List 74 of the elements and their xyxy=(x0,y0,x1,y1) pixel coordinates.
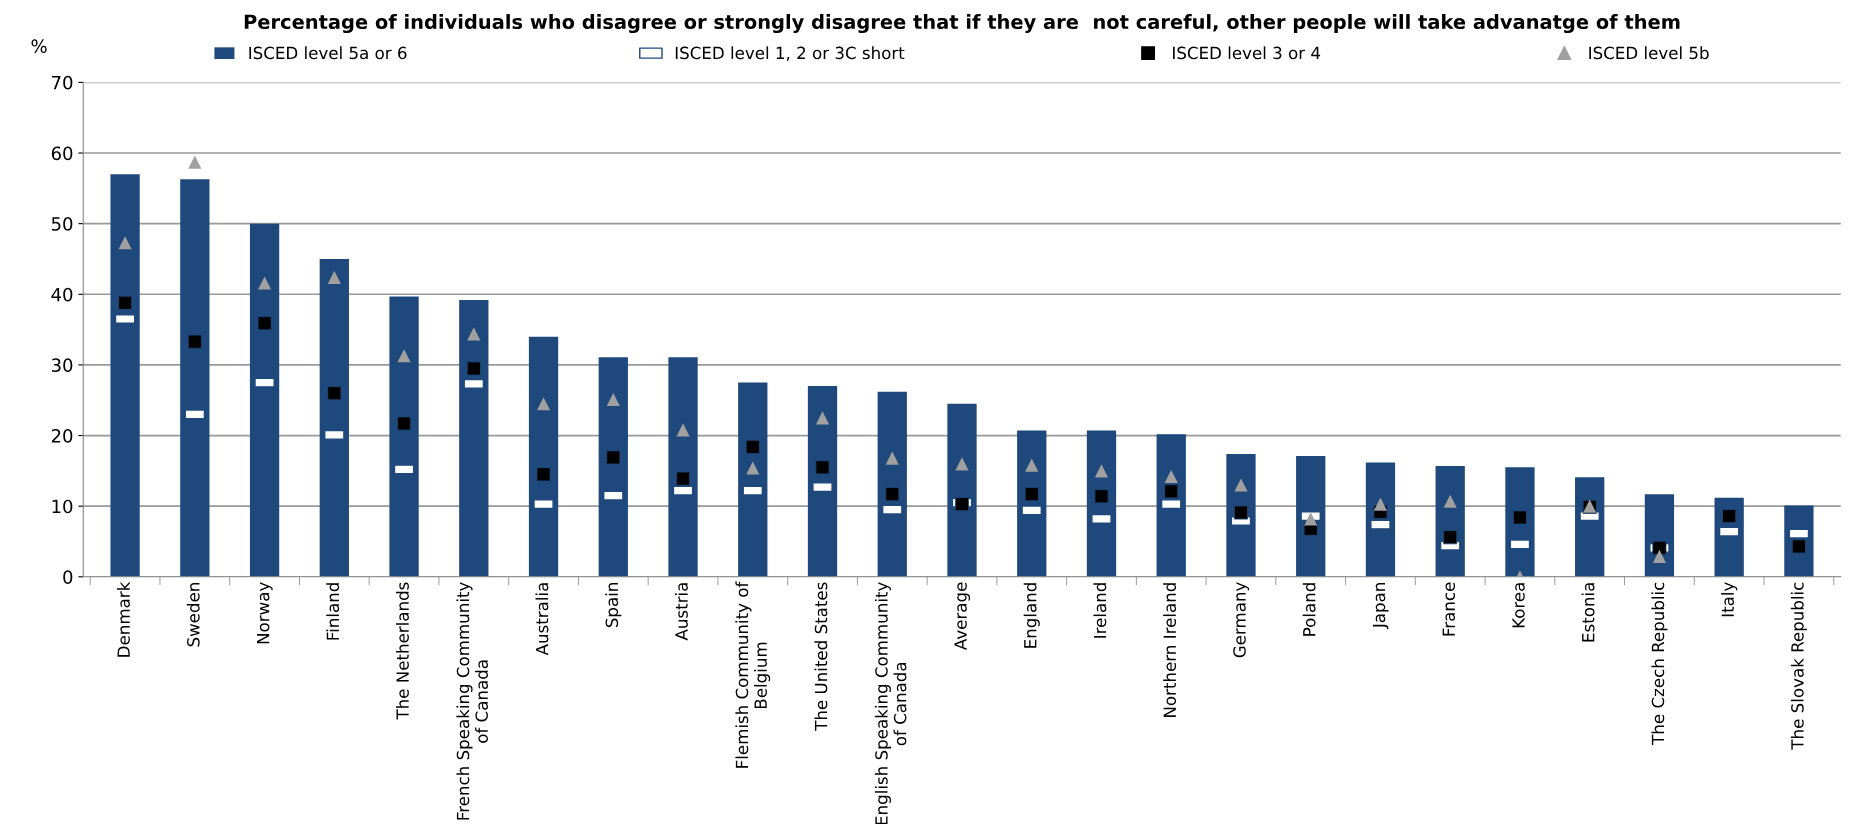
y-tick-label: 20 xyxy=(51,429,73,443)
point xyxy=(1164,469,1178,484)
point xyxy=(606,392,620,407)
y-tick-label: 70 xyxy=(52,75,73,90)
point xyxy=(885,451,899,465)
y-tick-label: 60 xyxy=(51,146,73,161)
legend-label: ISCED level 5a or 6 xyxy=(249,46,407,60)
point xyxy=(746,461,760,475)
point xyxy=(676,423,690,437)
x-tick-label: The Slovak Republic xyxy=(1790,582,1807,750)
x-tick-label: Norway xyxy=(257,582,273,644)
x-tick-label: Average xyxy=(954,582,971,650)
x-tick-label: Germany xyxy=(1233,582,1250,658)
x-tick-label: Austria xyxy=(674,583,688,641)
point xyxy=(118,236,132,250)
bar xyxy=(738,382,768,577)
x-tick-label: English Speaking Community of Canada xyxy=(874,582,907,824)
point xyxy=(1234,478,1248,492)
bar xyxy=(807,386,838,577)
point xyxy=(955,457,969,471)
bar xyxy=(389,296,419,577)
bar xyxy=(1226,453,1256,577)
legend-label: ISCED level 1, 2 or 3C short xyxy=(675,46,905,61)
point xyxy=(467,327,481,341)
point xyxy=(1304,512,1318,526)
bar xyxy=(877,391,907,577)
point xyxy=(188,155,202,169)
bar xyxy=(598,357,628,577)
x-tick-label: Poland xyxy=(1302,583,1316,636)
x-tick-label: Ireland xyxy=(1093,583,1107,638)
x-tick-label: England xyxy=(1023,583,1040,648)
x-tick-label: The United States xyxy=(814,582,828,731)
point xyxy=(327,270,341,284)
bar xyxy=(249,223,280,577)
bar xyxy=(319,258,349,577)
x-tick-label: Korea xyxy=(1512,583,1525,628)
bar xyxy=(180,179,210,577)
x-tick-label: Spain xyxy=(605,583,622,628)
x-tick-label: France xyxy=(1442,582,1456,636)
y-tick-label: 0 xyxy=(63,570,73,584)
bar xyxy=(110,174,140,577)
point xyxy=(1652,549,1667,563)
x-tick-label: Flemish Community of Belgium xyxy=(735,581,771,768)
bar xyxy=(947,403,977,577)
bar xyxy=(459,299,489,577)
y-tick-label: 30 xyxy=(51,358,73,373)
point xyxy=(1025,458,1039,472)
x-tick-label: Japan xyxy=(1372,583,1389,630)
point xyxy=(1443,494,1457,508)
x-tick-label: Estonia xyxy=(1581,583,1595,642)
x-tick-label: Denmark xyxy=(117,581,130,657)
point xyxy=(397,349,411,363)
point xyxy=(1094,464,1109,478)
x-tick-label: The Netherlands xyxy=(396,582,409,720)
point xyxy=(257,276,272,290)
y-tick-label: 40 xyxy=(51,287,73,302)
y-tick-label: 50 xyxy=(51,217,73,231)
y-axis-title: % xyxy=(31,39,47,53)
point xyxy=(815,411,830,425)
bar xyxy=(668,357,698,577)
x-tick-label: Northern Ireland xyxy=(1163,583,1177,717)
x-tick-label: French Speaking Community of Canada xyxy=(456,582,488,820)
x-tick-label: Australia xyxy=(535,583,549,656)
point xyxy=(536,397,551,411)
y-tick-label: 10 xyxy=(52,499,73,514)
x-tick-label: The Czech Republic xyxy=(1651,582,1668,745)
chart-title: Percentage of individuals who disagree or strongly disagree that if they are not careful, other people will take advanatge of them xyxy=(244,14,1680,34)
legend-label: ISCED level 5b xyxy=(1589,46,1709,60)
bar xyxy=(528,336,559,577)
x-tick-label: Sweden xyxy=(186,583,200,647)
x-tick-label: Italy xyxy=(1721,582,1738,617)
x-tick-label: Finland xyxy=(326,583,340,640)
legend-label: ISCED level 3 or 4 xyxy=(1173,46,1321,60)
point xyxy=(1373,497,1388,511)
